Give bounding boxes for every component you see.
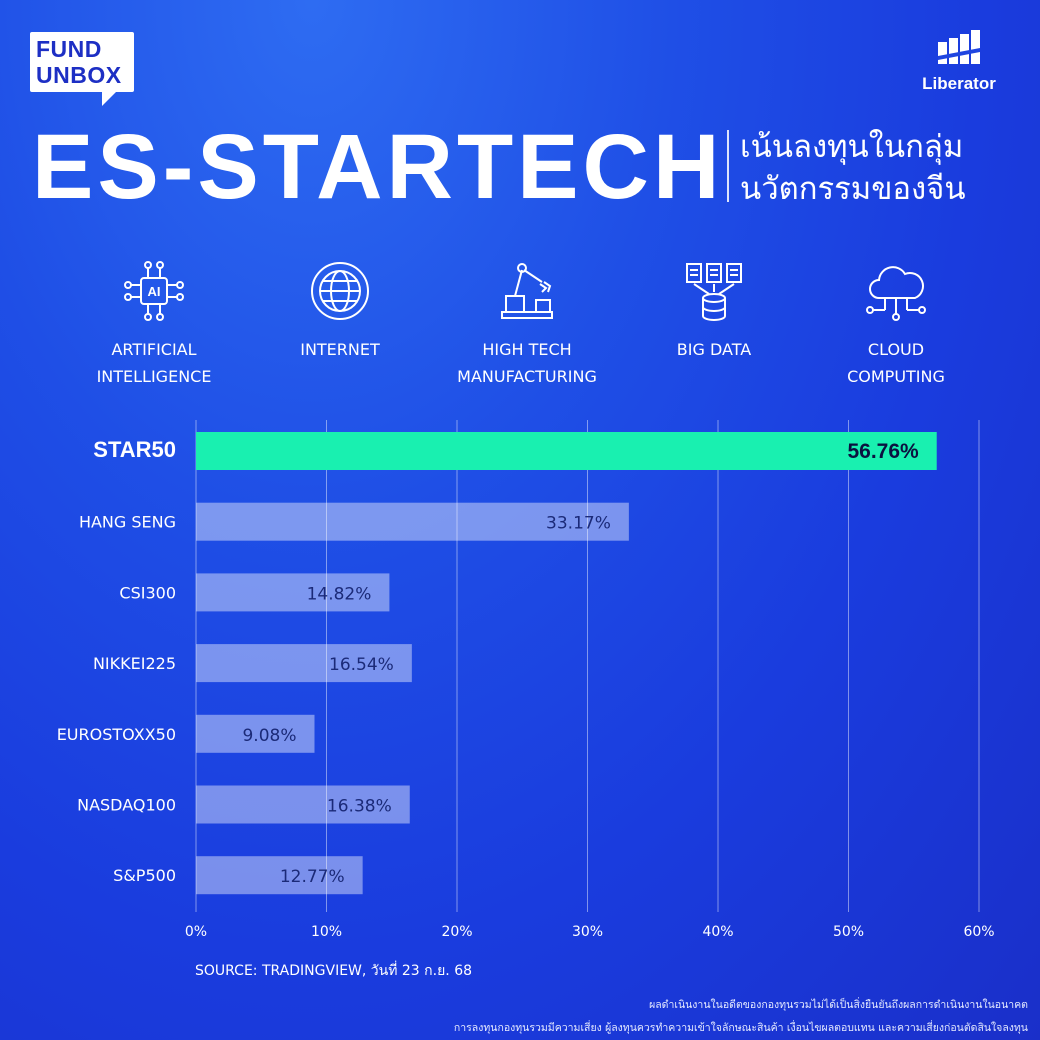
value-label: 12.77%	[280, 867, 345, 887]
subtitle-line1: เน้นลงทุนในกลุ่ม	[740, 129, 964, 165]
category-internet: INTERNET	[250, 258, 430, 363]
bar	[196, 785, 410, 824]
value-label: 33.17%	[546, 514, 611, 534]
subtitle-line2: นวัตกรรมของจีน	[740, 171, 966, 207]
title-divider	[727, 130, 729, 202]
cloud-icon	[866, 266, 926, 321]
fund-logo-line1: FUND	[36, 36, 102, 62]
x-tick-label: 30%	[572, 924, 603, 940]
liberator-wordmark: Liberator	[922, 74, 996, 93]
category-cloud: CLOUD COMPUTING	[806, 258, 986, 390]
category-label: BIG DATA	[676, 340, 752, 359]
category-label: S&P500	[113, 866, 176, 885]
page-title: ES-STARTECH	[32, 116, 724, 218]
category-label: NASDAQ100	[77, 796, 176, 815]
category-label: ARTIFICIAL INTELLIGENCE	[96, 340, 212, 386]
bar	[196, 502, 629, 541]
category-ai: AI ARTIFICIAL INTELLIGENCE	[64, 258, 244, 390]
liberator-mark-icon	[938, 30, 980, 64]
value-label: 14.82%	[307, 584, 372, 604]
category-label: INTERNET	[300, 340, 380, 359]
fund-logo-line2: UNBOX	[36, 62, 122, 88]
value-label: 16.38%	[327, 797, 392, 817]
category-label: NIKKEI225	[93, 654, 176, 673]
database-icon	[686, 263, 742, 321]
bar	[196, 856, 363, 895]
disclaimer-line1: ผลดำเนินงานในอดีตของกองทุนรวมไม่ได้เป็นส…	[649, 999, 1028, 1011]
value-label: 56.76%	[847, 440, 919, 463]
bar	[196, 573, 390, 612]
x-tick-label: 0%	[185, 924, 207, 940]
x-tick-label: 40%	[702, 924, 733, 940]
x-tick-label: 50%	[833, 924, 864, 940]
highlight-bar	[196, 432, 937, 470]
x-tick-label: 60%	[963, 924, 994, 940]
value-label: 9.08%	[242, 726, 296, 746]
bar	[196, 714, 315, 753]
disclaimer-line2: การลงทุนกองทุนรวมมีความเสี่ยง ผู้ลงทุนคว…	[453, 1022, 1028, 1034]
bar	[196, 644, 412, 683]
category-label: STAR50	[93, 437, 176, 462]
fund-unbox-logo: FUND UNBOX	[30, 32, 134, 106]
category-label: EUROSTOXX50	[57, 725, 176, 744]
category-label: HANG SENG	[79, 513, 176, 532]
x-tick-label: 20%	[441, 924, 472, 940]
svg-text:AI: AI	[148, 284, 161, 299]
robot-arm-icon	[501, 263, 553, 319]
category-manufacturing: HIGH TECH MANUFACTURING	[437, 258, 617, 390]
value-label: 16.54%	[329, 655, 394, 675]
ai-chip-icon: AI	[124, 261, 184, 321]
category-label: CSI300	[119, 583, 176, 602]
source-note: SOURCE: TRADINGVIEW, วันที่ 23 ก.ย. 68	[195, 963, 473, 979]
globe-icon	[311, 262, 369, 320]
category-label: HIGH TECH MANUFACTURING	[457, 340, 597, 386]
liberator-logo: Liberator	[914, 30, 1004, 94]
category-label: CLOUD COMPUTING	[847, 340, 945, 386]
x-tick-label: 10%	[311, 924, 342, 940]
page-subtitle: เน้นลงทุนในกลุ่ม นวัตกรรมของจีน	[740, 126, 966, 210]
category-big-data: BIG DATA	[624, 258, 804, 363]
